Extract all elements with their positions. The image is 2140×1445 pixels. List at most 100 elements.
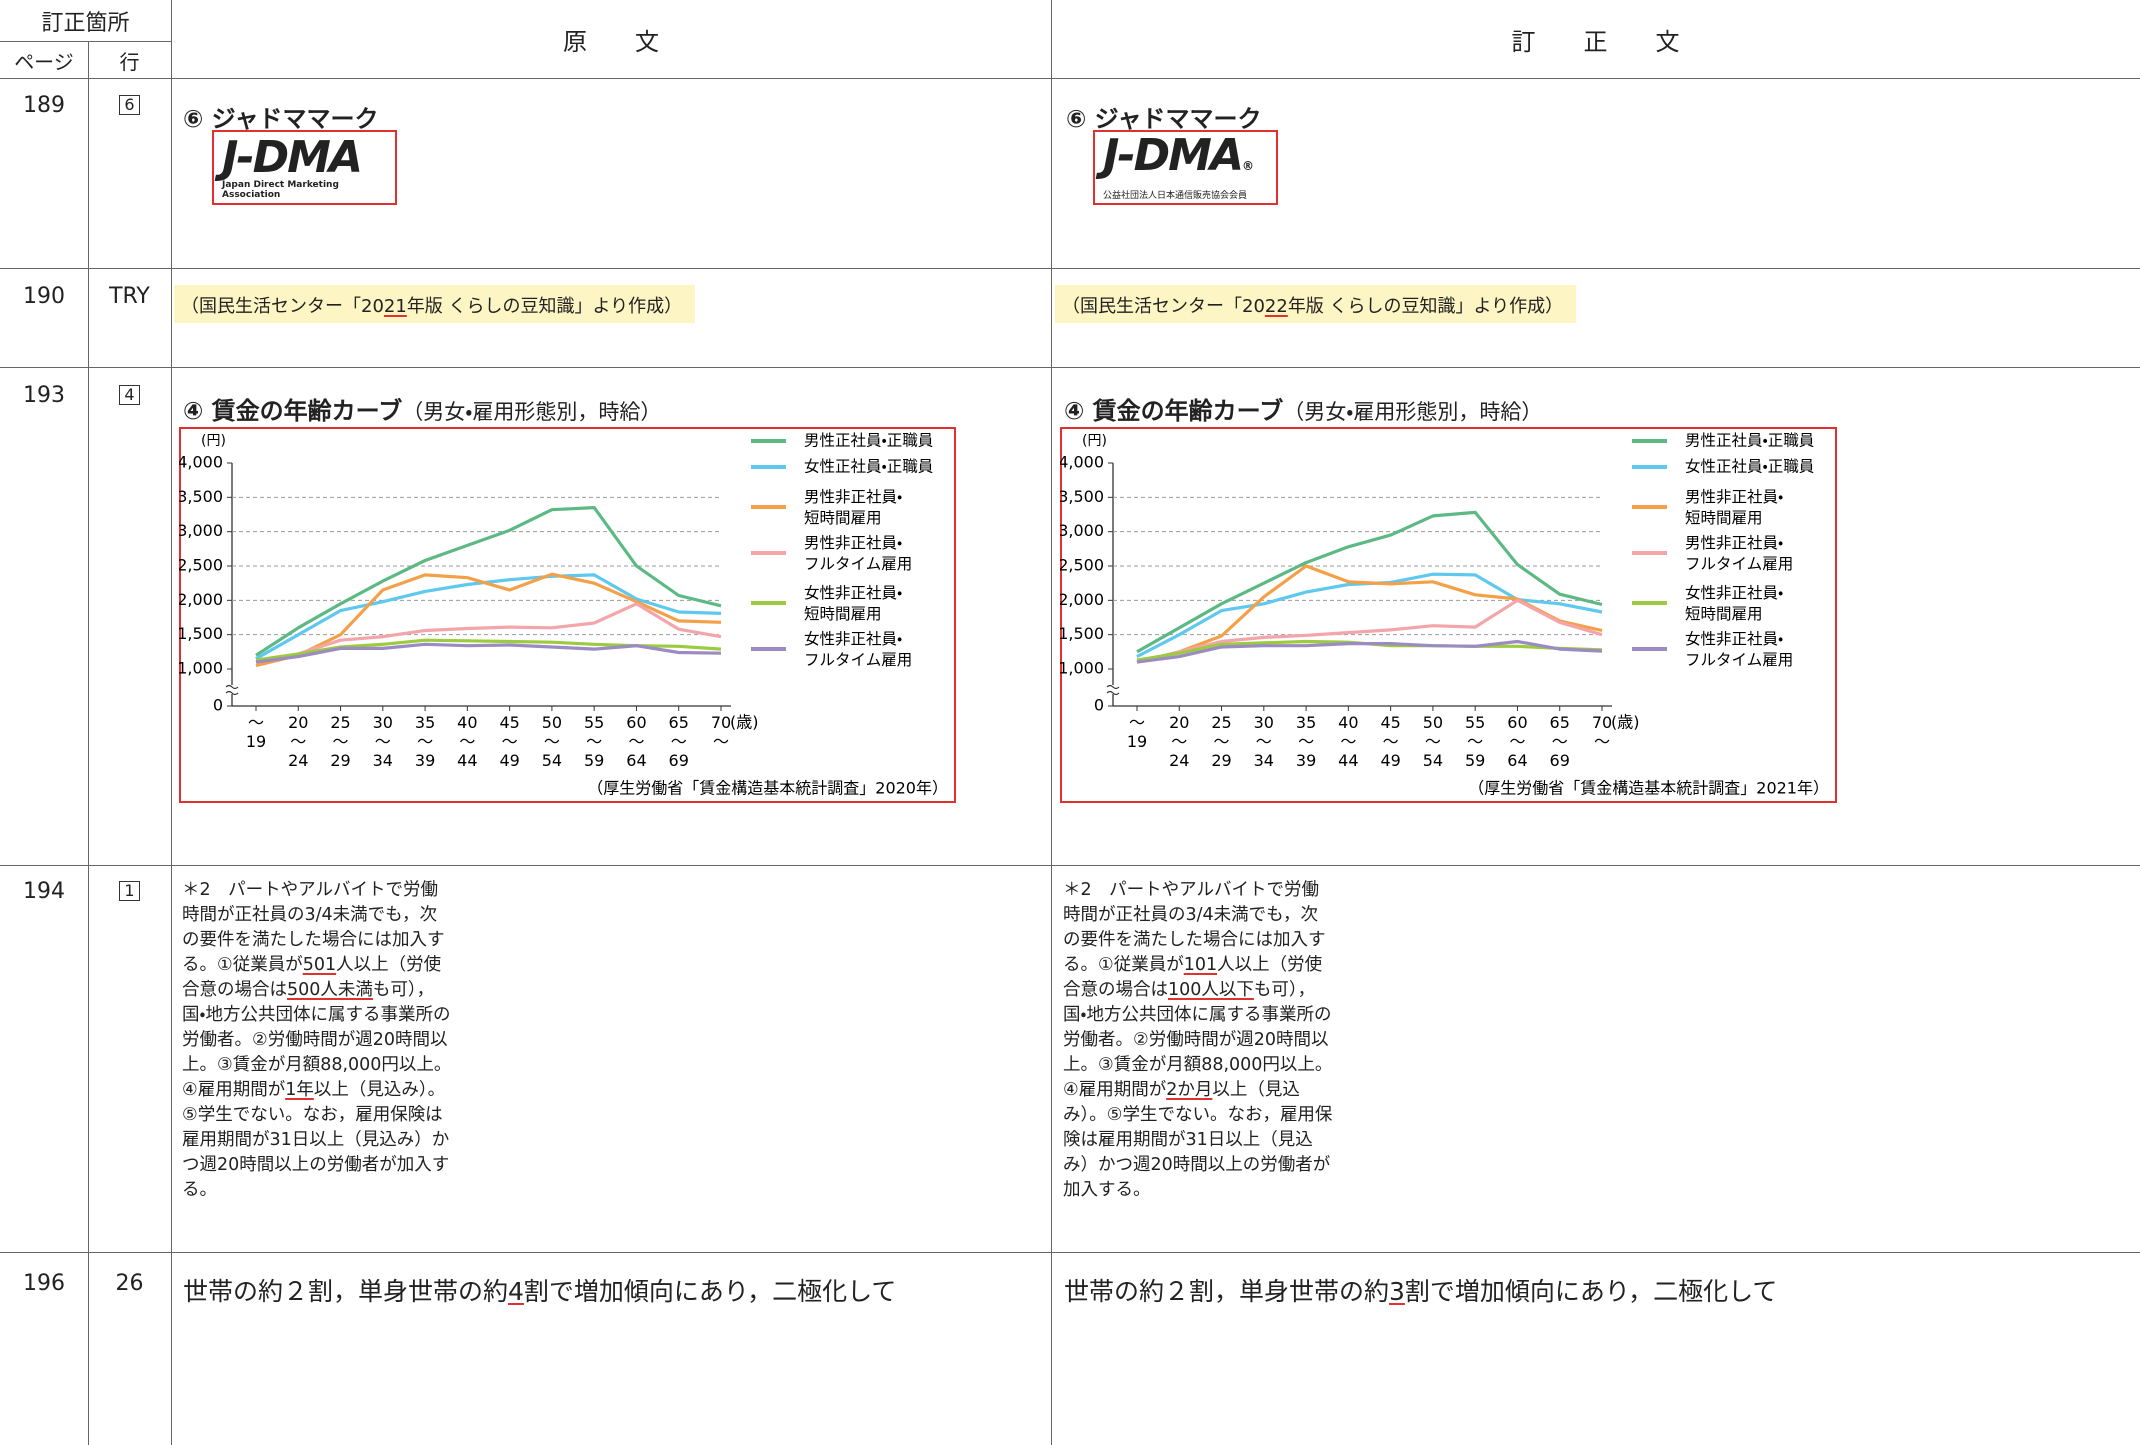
- correction: 501: [302, 955, 337, 975]
- subheading: （男女・雇用形態別，時給）: [1283, 400, 1543, 424]
- y-tick-label: 2,500: [1060, 556, 1104, 575]
- header-line: 行: [119, 49, 140, 74]
- correction: 4: [508, 1277, 524, 1306]
- y-tick-label: 3,000: [1060, 521, 1104, 540]
- legend-label: 女性正社員・正職員: [1685, 458, 1814, 476]
- axis-break: [1106, 684, 1120, 696]
- correction: 21: [383, 296, 407, 317]
- y-tick-label: 0: [1094, 696, 1104, 715]
- axis-break-gap: [1107, 685, 1119, 694]
- x-tick-label: 30 〜 34: [1254, 713, 1274, 770]
- series-line: [1136, 598, 1603, 664]
- y-tick-label: 0: [213, 696, 223, 715]
- logo-caption: Japan Direct Marketing Association: [222, 179, 339, 200]
- y-axis-unit: (円): [201, 433, 226, 449]
- rule: [0, 41, 171, 42]
- x-tick-label: 35 〜 39: [1296, 713, 1316, 770]
- y-tick-label: 2,000: [1060, 590, 1104, 609]
- correction: 101: [1183, 955, 1218, 975]
- x-tick-label: 40 〜 44: [1338, 713, 1358, 770]
- series-line: [1136, 510, 1603, 654]
- x-tick-label: 60 〜 64: [626, 713, 646, 770]
- legend-label: 男性正社員・正職員: [804, 432, 933, 450]
- heading: ④ 賃金の年齢カーブ（男女・雇用形態別，時給）: [183, 391, 661, 426]
- y-tick-label: 3,500: [1060, 487, 1104, 506]
- page-number: 190: [23, 283, 65, 309]
- x-tick-label: 30 〜 34: [373, 713, 393, 770]
- logo: J-DMA Japan Direct Marketing Association: [212, 130, 397, 205]
- x-tick-label: 55 〜 59: [1465, 713, 1485, 770]
- page-number: 193: [23, 382, 65, 408]
- chart-source: （厚生労働省「賃金構造基本統計調査」2020年）: [587, 779, 948, 798]
- text-run: （国民生活センター「20: [181, 296, 384, 317]
- legend-label: 男性正社員・正職員: [1685, 432, 1814, 450]
- body-text: 世帯の約２割，単身世帯の約3割で増加傾向にあり，二極化して: [1064, 1272, 1777, 1308]
- axis-break: [225, 684, 239, 696]
- x-tick-label: 40 〜 44: [457, 713, 477, 770]
- legend-label: 女性非正社員・短時間雇用: [1685, 584, 1783, 623]
- x-tick-label: 35 〜 39: [415, 713, 435, 770]
- chart: (円) 0 1,000 1,500 2,000 2,500 3,000 3,500 4,000 〜…: [1060, 427, 1837, 803]
- text-run: 人以上（労使合意の場合は: [182, 955, 442, 1000]
- rule: [0, 268, 2140, 269]
- legend-label: 女性非正社員・短時間雇用: [804, 584, 902, 623]
- x-tick-label: 〜 19: [246, 713, 266, 751]
- x-tick-label: 70 〜: [1592, 713, 1612, 751]
- text-run: 年版 くらしの豆知識」より作成）: [1287, 296, 1564, 317]
- y-tick-label: 1,500: [1060, 624, 1104, 643]
- logo-mark: ®: [1242, 159, 1254, 173]
- heading-text: ④ 賃金の年齢カーブ: [183, 397, 403, 425]
- text-run: 世帯の約２割，単身世帯の約: [183, 1277, 509, 1306]
- rule: [171, 0, 172, 1445]
- page-number: 196: [23, 1270, 65, 1296]
- y-tick-label: 1,500: [179, 624, 223, 643]
- text-run: 人以上（労使合意の場合は: [1063, 955, 1323, 1000]
- x-axis-unit: (歳): [730, 713, 759, 732]
- series-line: [255, 506, 722, 657]
- legend-label: 男性非正社員・フルタイム雇用: [804, 534, 912, 573]
- correction: 2か月: [1166, 1080, 1213, 1100]
- rule: [0, 367, 2140, 368]
- chart-frame: [1060, 427, 1837, 803]
- header-original: 原 文: [563, 27, 659, 56]
- series-line: [255, 572, 722, 668]
- y-tick-label: 2,000: [179, 590, 223, 609]
- rule: [1051, 0, 1052, 1445]
- logo-wrap: J-DMA®: [1103, 134, 1276, 188]
- y-tick-label: 3,500: [179, 487, 223, 506]
- x-tick-label: 25 〜 29: [1211, 713, 1231, 770]
- note: ＊2 パートやアルバイトで労働時間が正社員の3/4未満でも，次の要件を満たした場…: [182, 878, 454, 1203]
- correction: 22: [1264, 296, 1288, 317]
- axis-break-gap: [226, 685, 238, 694]
- text-run: 以上（見込み）。⑤学生でない。なお，雇用保険は雇用期間が31日以上（見込み）かつ…: [182, 1080, 450, 1200]
- line-cell: 4: [88, 378, 171, 412]
- logo-text: J-DMA: [222, 131, 363, 183]
- x-tick-label: 65 〜 69: [669, 713, 689, 770]
- x-tick-label: 20 〜 24: [1169, 713, 1189, 770]
- text-run: （国民生活センター「20: [1062, 296, 1265, 317]
- text-run: 以上（見込み）。⑤学生でない。なお，雇用保険は雇用期間が31日以上（見込み）かつ…: [1063, 1080, 1333, 1200]
- x-tick-label: 20 〜 24: [288, 713, 308, 770]
- x-tick-label: 65 〜 69: [1550, 713, 1570, 770]
- line-number: TRY: [109, 283, 150, 309]
- line-number: 1: [119, 881, 140, 901]
- y-tick-label: 3,000: [179, 521, 223, 540]
- x-tick-label: 60 〜 64: [1507, 713, 1527, 770]
- correction: 3: [1389, 1277, 1405, 1306]
- text-run: ＊2 パートやアルバイトで労働時間が正社員の3/4未満でも，次の要件を満たした場…: [1063, 880, 1326, 975]
- header-title: 訂正箇所: [41, 10, 130, 36]
- page-number: 189: [23, 92, 65, 118]
- header-page: ページ: [14, 49, 74, 74]
- x-tick-label: 45 〜 49: [499, 713, 519, 770]
- heading: ④ 賃金の年齢カーブ（男女・雇用形態別，時給）: [1064, 391, 1542, 426]
- x-tick-label: 50 〜 54: [542, 713, 562, 770]
- text-run: ＊2 パートやアルバイトで労働時間が正社員の3/4未満でも，次の要件を満たした場…: [182, 880, 445, 975]
- logo-caption: 公益社団法人日本通信販売協会会員: [1103, 191, 1248, 201]
- text-run: 割で増加傾向にあり，二極化して: [523, 1277, 897, 1306]
- x-tick-label: 25 〜 29: [330, 713, 350, 770]
- x-tick-label: 50 〜 54: [1423, 713, 1443, 770]
- line-cell: TRY: [88, 279, 171, 313]
- legend-label: 男性非正社員・短時間雇用: [1685, 488, 1783, 527]
- y-tick-label: 4,000: [179, 453, 223, 472]
- note: ＊2 パートやアルバイトで労働時間が正社員の3/4未満でも，次の要件を満たした場…: [1063, 878, 1335, 1203]
